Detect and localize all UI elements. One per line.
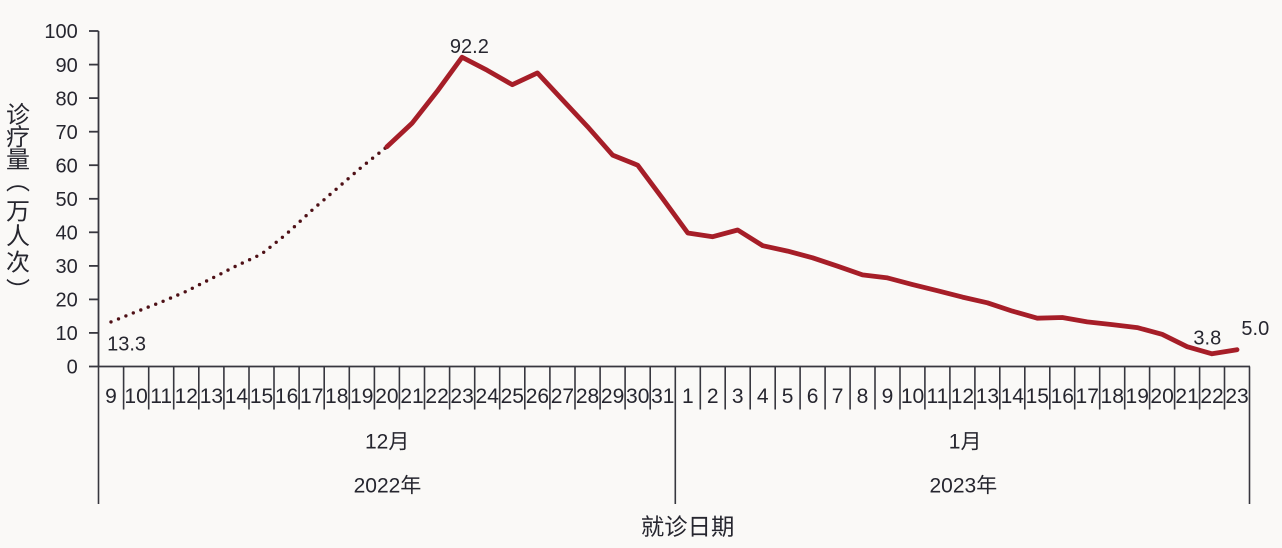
svg-text:12: 12 xyxy=(175,385,198,408)
svg-text:20: 20 xyxy=(1150,385,1173,408)
svg-text:24: 24 xyxy=(476,385,500,408)
svg-text:16: 16 xyxy=(1051,385,1074,408)
svg-text:1: 1 xyxy=(682,385,694,408)
svg-text:4: 4 xyxy=(757,385,769,408)
svg-text:18: 18 xyxy=(1101,385,1124,408)
svg-text:19: 19 xyxy=(350,385,373,408)
svg-text:17: 17 xyxy=(1076,385,1099,408)
svg-text:80: 80 xyxy=(56,88,78,110)
svg-text:10: 10 xyxy=(124,385,147,408)
svg-text:22: 22 xyxy=(1200,385,1223,408)
svg-text:31: 31 xyxy=(651,385,674,408)
svg-text:2023: 2023 xyxy=(930,475,977,498)
svg-text:92.2: 92.2 xyxy=(450,36,489,58)
svg-text:16: 16 xyxy=(275,385,298,408)
svg-text:17: 17 xyxy=(300,385,323,408)
svg-text:19: 19 xyxy=(1126,385,1149,408)
svg-text:3.8: 3.8 xyxy=(1193,328,1221,350)
svg-text:3: 3 xyxy=(732,385,744,408)
svg-text:2022: 2022 xyxy=(354,475,401,498)
svg-text:14: 14 xyxy=(1001,385,1025,408)
svg-text:70: 70 xyxy=(56,122,78,144)
svg-text:40: 40 xyxy=(56,223,78,245)
svg-text:13: 13 xyxy=(200,385,223,408)
svg-text:50: 50 xyxy=(56,189,78,211)
svg-text:23: 23 xyxy=(450,385,473,408)
svg-text:5.0: 5.0 xyxy=(1241,318,1269,340)
svg-text:2: 2 xyxy=(707,385,719,408)
svg-text:1: 1 xyxy=(949,431,961,454)
svg-text:14: 14 xyxy=(225,385,249,408)
svg-text:30: 30 xyxy=(56,256,78,278)
svg-text:18: 18 xyxy=(325,385,348,408)
svg-text:23: 23 xyxy=(1225,385,1248,408)
svg-text:9: 9 xyxy=(882,385,894,408)
svg-text:11: 11 xyxy=(150,385,172,408)
svg-text:12: 12 xyxy=(365,431,388,454)
svg-text:6: 6 xyxy=(807,385,819,408)
svg-text:5: 5 xyxy=(782,385,794,408)
svg-text:8: 8 xyxy=(857,385,869,408)
svg-text:100: 100 xyxy=(44,21,77,43)
svg-text:10: 10 xyxy=(901,385,924,408)
svg-text:21: 21 xyxy=(400,385,423,408)
svg-text:60: 60 xyxy=(56,155,78,177)
svg-text:28: 28 xyxy=(576,385,599,408)
svg-text:30: 30 xyxy=(626,385,649,408)
svg-text:20: 20 xyxy=(375,385,398,408)
svg-text:0: 0 xyxy=(67,357,78,379)
svg-text:90: 90 xyxy=(56,55,78,77)
svg-text:11: 11 xyxy=(926,385,948,408)
svg-text:10: 10 xyxy=(56,323,78,345)
svg-text:15: 15 xyxy=(1026,385,1049,408)
svg-text:29: 29 xyxy=(601,385,624,408)
svg-text:9: 9 xyxy=(105,385,117,408)
svg-text:22: 22 xyxy=(425,385,448,408)
svg-text:13.3: 13.3 xyxy=(107,334,146,356)
svg-text:12: 12 xyxy=(951,385,974,408)
svg-text:15: 15 xyxy=(250,385,273,408)
svg-text:7: 7 xyxy=(832,385,844,408)
svg-text:25: 25 xyxy=(501,385,524,408)
svg-text:13: 13 xyxy=(976,385,999,408)
svg-text:20: 20 xyxy=(56,290,78,312)
svg-text:26: 26 xyxy=(526,385,549,408)
svg-text:27: 27 xyxy=(551,385,574,408)
svg-text:21: 21 xyxy=(1175,385,1198,408)
